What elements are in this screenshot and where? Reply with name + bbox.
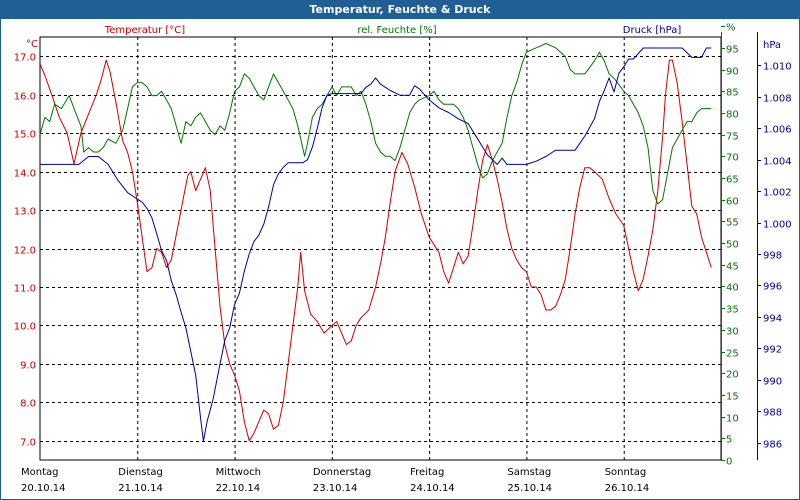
humidity-tick-label: 25 <box>726 349 739 360</box>
humidity-tick-label: 20 <box>726 370 739 381</box>
temperature-line <box>39 59 712 442</box>
humidity-tick-label: 5 <box>726 435 732 446</box>
humidity-tick-label: 65 <box>726 175 739 186</box>
humidity-tick-label: 95 <box>726 45 739 56</box>
humidity-tick-label: 30 <box>726 327 739 338</box>
x-date-label: 22.10.14 <box>216 483 261 494</box>
pressure-tick-label: 998 <box>763 251 782 262</box>
humidity-tick-label: 80 <box>726 110 739 121</box>
series-layer <box>39 43 712 442</box>
plot-border <box>39 36 722 461</box>
x-date-label: 21.10.14 <box>118 483 163 494</box>
humidity-tick-label: 40 <box>726 283 739 294</box>
humidity-axis-title: rel. Feuchte [%] <box>357 25 436 36</box>
pressure-tick-label: 1.004 <box>763 157 792 168</box>
x-day-label: Dienstag <box>118 467 163 478</box>
humidity-tick-label: 75 <box>726 132 739 143</box>
humidity-line <box>39 43 712 205</box>
x-day-label: Montag <box>21 467 58 478</box>
pressure-tick-label: 988 <box>763 408 782 419</box>
humidity-tick-label: % <box>726 23 736 34</box>
humidity-tick-label: 50 <box>726 240 739 251</box>
temp-tick-label: 14.0 <box>14 169 36 180</box>
temp-unit-label: °C <box>26 39 38 50</box>
pressure-tick-label: 1.010 <box>763 62 792 73</box>
temp-tick-label: 17.0 <box>14 53 36 64</box>
x-date-label: 25.10.14 <box>507 483 552 494</box>
x-day-label: Samstag <box>507 467 551 478</box>
temp-tick-label: 11.0 <box>14 284 36 295</box>
humidity-tick-label: 45 <box>726 262 739 273</box>
pressure-tick-label: 996 <box>763 282 782 293</box>
humidity-tick-label: 55 <box>726 218 739 229</box>
pressure-tick-label: 992 <box>763 345 782 356</box>
temp-tick-label: 8.0 <box>20 399 36 410</box>
pressure-tick-label: 990 <box>763 377 782 388</box>
temp-tick-label: 7.0 <box>20 438 36 449</box>
x-date-label: 26.10.14 <box>605 483 650 494</box>
chart-panel: Montag 20.10.14 Dienstag 21.10.14 Mittwoch 22… <box>1 19 799 499</box>
temp-tick-label: 16.0 <box>14 92 36 103</box>
humidity-tick-label: 0 <box>726 457 732 468</box>
humidity-tick-label: 10 <box>726 414 739 425</box>
humidity-tick-label: 85 <box>726 88 739 99</box>
x-date-label: 24.10.14 <box>410 483 455 494</box>
humidity-tick-label: 35 <box>726 305 739 316</box>
humidity-tick-label: 60 <box>726 197 739 208</box>
pressure-tick-label: 1.008 <box>763 94 792 105</box>
pressure-unit-label: hPa <box>763 40 781 51</box>
x-date-label: 20.10.14 <box>21 483 66 494</box>
x-day-label: Freitag <box>410 467 444 478</box>
pressure-tick-label: 1.006 <box>763 125 792 136</box>
x-day-label: Donnerstag <box>313 467 371 478</box>
axes-layer: Montag 20.10.14 Dienstag 21.10.14 Mittwoch 22… <box>14 23 792 495</box>
pressure-axis-title: Druck [hPa] <box>623 25 682 36</box>
humidity-tick-label: 90 <box>726 67 739 78</box>
pressure-tick-label: 1.000 <box>763 220 792 231</box>
temp-tick-label: 10.0 <box>14 322 36 333</box>
pressure-tick-label: 986 <box>763 440 782 451</box>
chart-canvas: Montag 20.10.14 Dienstag 21.10.14 Mittwoch 22… <box>14 23 792 495</box>
humidity-tick-label: 15 <box>726 392 739 403</box>
temp-tick-label: 9.0 <box>20 361 36 372</box>
window-title: Temperatur, Feuchte & Druck <box>309 3 491 16</box>
x-day-label: Sonntag <box>605 467 647 478</box>
temp-tick-label: 13.0 <box>14 207 36 218</box>
temp-tick-label: 15.0 <box>14 130 36 141</box>
humidity-tick-label: 70 <box>726 153 739 164</box>
temperature-axis-title: Temperatur [°C] <box>104 25 185 36</box>
pressure-tick-label: 1.002 <box>763 188 792 199</box>
pressure-line <box>40 47 712 442</box>
grid <box>39 36 722 461</box>
x-day-label: Mittwoch <box>216 467 261 478</box>
x-date-label: 23.10.14 <box>313 483 358 494</box>
temp-tick-label: 12.0 <box>14 246 36 257</box>
pressure-tick-label: 994 <box>763 314 782 325</box>
